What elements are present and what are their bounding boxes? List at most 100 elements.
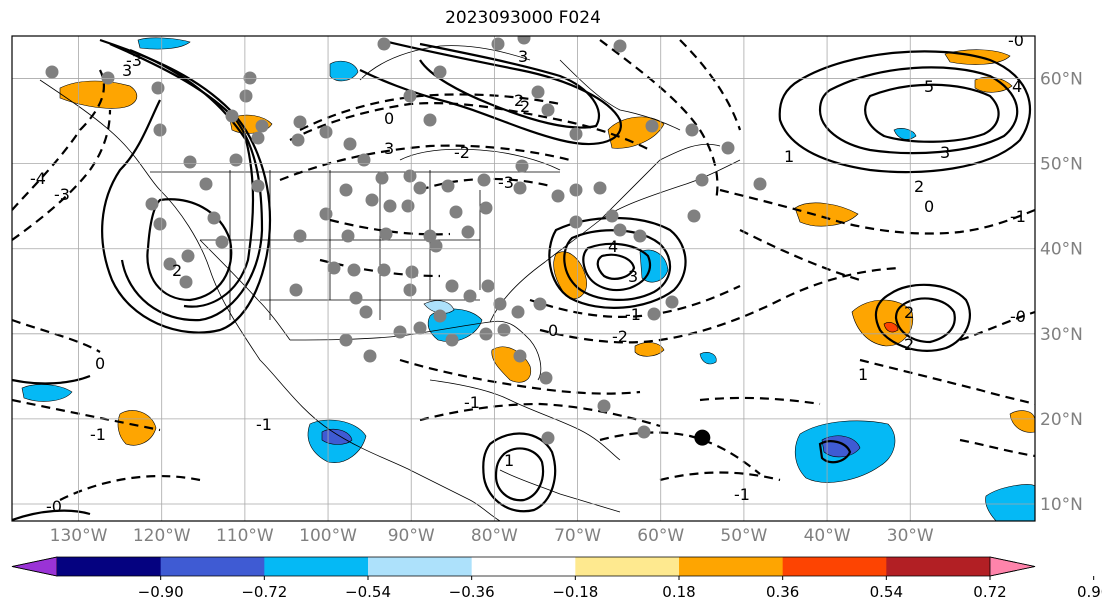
- station-marker: [405, 265, 419, 279]
- colorbar-swatch: [160, 557, 265, 576]
- station-marker: [145, 197, 159, 211]
- colorbar-extend-low: [11, 556, 58, 577]
- contour-label: 0: [548, 321, 558, 340]
- lat-tick-label: 60°N: [1040, 70, 1083, 90]
- lat-tick-label: 10°N: [1040, 495, 1083, 515]
- blue-region: [21, 384, 73, 402]
- station-marker: [753, 177, 767, 191]
- colorbar-swatch: [575, 557, 680, 576]
- station-marker: [423, 113, 437, 127]
- station-marker: [341, 229, 355, 243]
- station-marker: [339, 183, 353, 197]
- orange-region: [1009, 410, 1035, 433]
- colorbar-tick-label: −0.18: [552, 583, 598, 601]
- station-marker: [379, 227, 393, 241]
- station-marker: [239, 89, 253, 103]
- colorbar-swatch: [782, 557, 887, 576]
- colorbar-tick-label: −0.54: [345, 583, 391, 601]
- station-marker: [393, 325, 407, 339]
- station-marker: [597, 399, 611, 413]
- station-marker: [433, 65, 447, 79]
- station-marker: [229, 153, 243, 167]
- contour-label: -3: [498, 173, 514, 192]
- blue-region: [137, 37, 191, 50]
- station-marker: [243, 71, 257, 85]
- lon-tick-label: 80°W: [471, 526, 518, 546]
- lat-tick-label: 50°N: [1040, 155, 1083, 175]
- station-marker: [225, 109, 239, 123]
- contour-label: 3: [518, 47, 528, 66]
- station-marker: [613, 39, 627, 53]
- station-marker: [541, 103, 555, 117]
- contour-label: -1: [256, 415, 272, 434]
- lon-tick-label: 30°W: [887, 526, 934, 546]
- contour-label: 3: [940, 143, 950, 162]
- colorbar-tick-label: −0.90: [138, 583, 184, 601]
- station-marker: [569, 127, 583, 141]
- station-marker: [413, 321, 427, 335]
- station-marker: [441, 179, 455, 193]
- station-marker: [665, 295, 679, 309]
- station-marker: [293, 229, 307, 243]
- shaded-regions: [21, 37, 1035, 521]
- colorbar-swatch: [368, 557, 473, 576]
- contour-label: 2: [172, 261, 182, 280]
- station-marker: [293, 115, 307, 129]
- contour-label: 3: [122, 61, 132, 80]
- station-marker: [637, 425, 651, 439]
- lon-tick-label: 110°W: [216, 526, 274, 546]
- contour-label: -2: [612, 327, 628, 346]
- station-marker: [153, 123, 167, 137]
- station-marker: [461, 225, 475, 239]
- station-marker: [199, 177, 213, 191]
- blue-region: [699, 352, 717, 365]
- station-marker: [151, 81, 165, 95]
- station-marker: [445, 333, 459, 347]
- station-marker: [463, 289, 477, 303]
- colorbar-swatch: [886, 557, 991, 576]
- highlighted-marker: [694, 429, 711, 446]
- station-marker: [539, 371, 553, 385]
- station-marker: [569, 183, 583, 197]
- station-marker: [433, 309, 447, 323]
- lon-tick-label: 60°W: [637, 526, 684, 546]
- lon-tick-label: 100°W: [299, 526, 357, 546]
- light-blue-region: [423, 300, 455, 314]
- colorbar-swatch: [264, 557, 369, 576]
- station-marker: [339, 333, 353, 347]
- station-marker: [685, 123, 699, 137]
- station-marker: [343, 137, 357, 151]
- station-marker: [605, 209, 619, 223]
- map-frame: [11, 35, 1036, 522]
- station-marker: [531, 85, 545, 99]
- contour-label: 3: [628, 267, 638, 286]
- station-marker: [401, 199, 415, 213]
- station-marker: [687, 209, 701, 223]
- contour-label: -1: [625, 305, 641, 324]
- station-marker: [511, 305, 525, 319]
- contour-label: 2: [904, 303, 914, 322]
- station-marker: [365, 193, 379, 207]
- station-marker: [403, 283, 417, 297]
- station-marker: [645, 119, 659, 133]
- lon-tick-label: 90°W: [388, 526, 435, 546]
- station-marker: [593, 181, 607, 195]
- station-marker: [215, 235, 229, 249]
- station-marker: [633, 229, 647, 243]
- station-marker: [377, 37, 391, 51]
- contour-labels: 3 2 0 -3 -4 3 -2 -3 3 2 -3 0 5 4 3 2 0 -…: [30, 36, 1026, 516]
- station-marker: [721, 141, 735, 155]
- lon-tick-label: 130°W: [50, 526, 108, 546]
- station-marker: [207, 211, 221, 225]
- station-marker: [445, 279, 459, 293]
- station-marker: [347, 263, 361, 277]
- colorbar-swatch: [471, 557, 576, 576]
- colorbar-outline: [11, 556, 1036, 577]
- contour-label: 4: [1012, 77, 1022, 96]
- station-marker: [327, 261, 341, 275]
- contour-label: 0: [384, 109, 394, 128]
- station-marker: [429, 239, 443, 253]
- lon-tick-label: 70°W: [554, 526, 601, 546]
- station-marker: [357, 153, 371, 167]
- colorbar-tick-label: 0.18: [662, 583, 695, 601]
